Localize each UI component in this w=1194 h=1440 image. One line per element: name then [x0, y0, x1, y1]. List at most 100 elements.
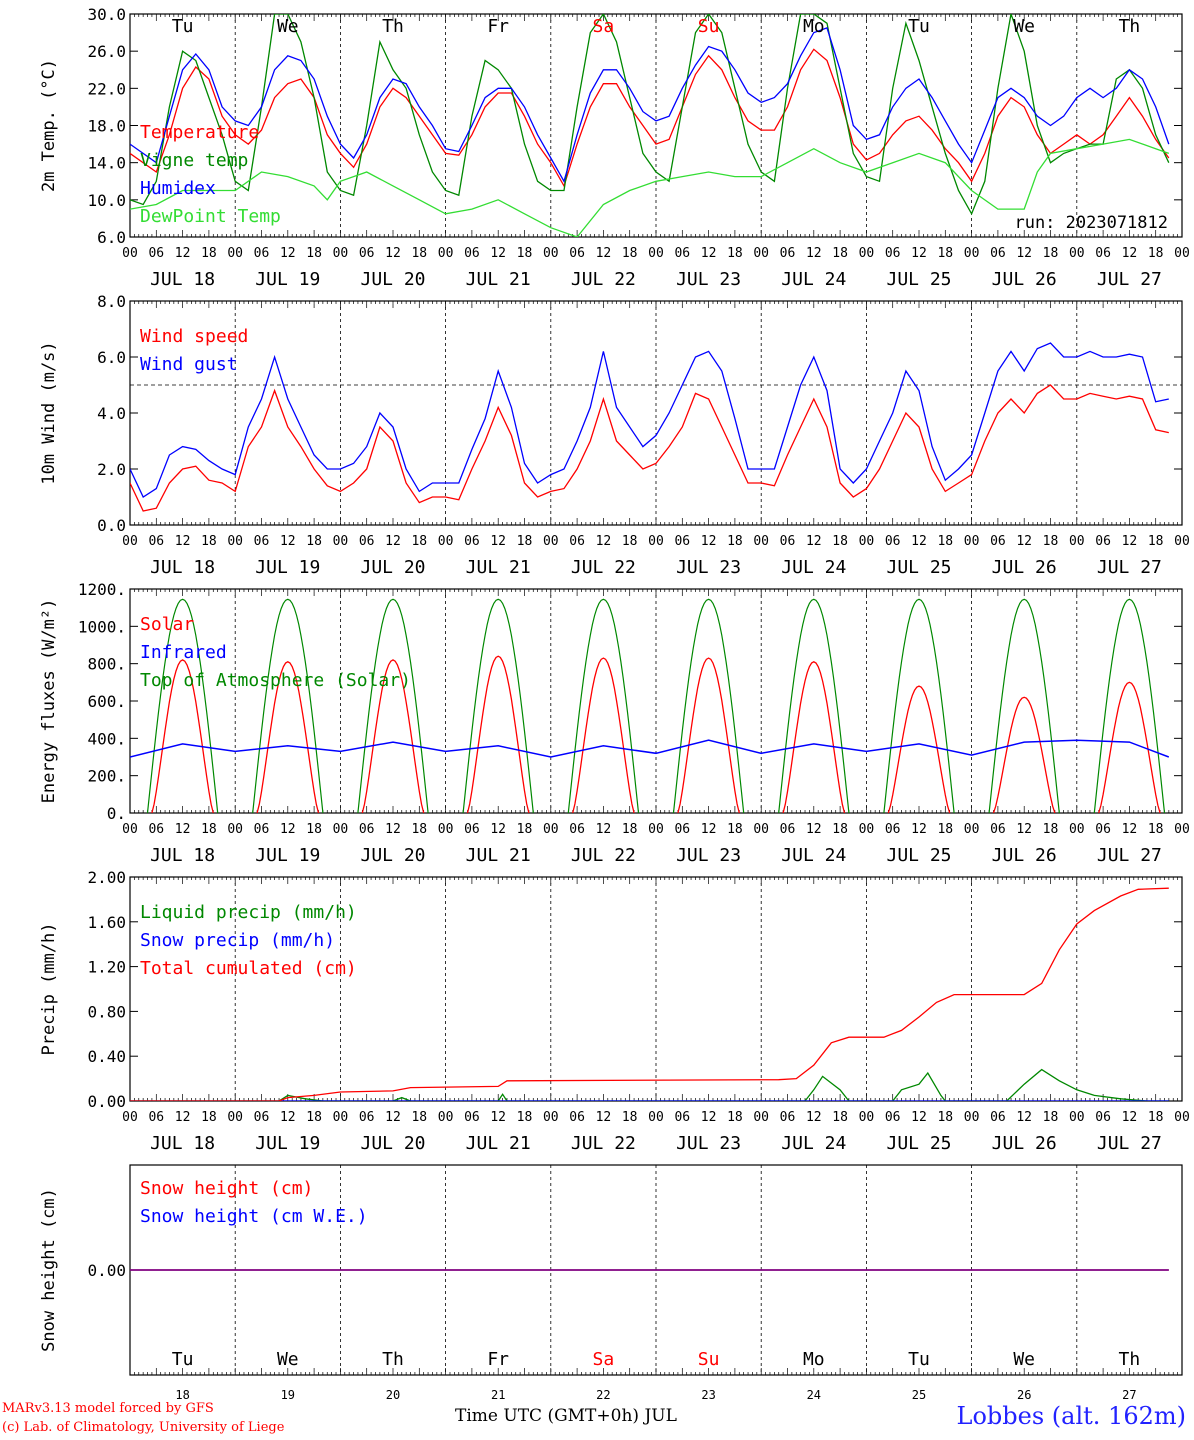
hour-tick-label: 06 [885, 246, 901, 261]
weekday-label: We [1013, 1349, 1035, 1370]
hour-tick-label: 12 [175, 246, 191, 261]
hour-tick-label: 06 [148, 822, 164, 837]
hour-tick-label: 18 [201, 1110, 217, 1125]
series-line [130, 887, 1169, 1101]
hour-tick-label: 00 [753, 534, 769, 549]
hour-tick-label: 18 [1148, 246, 1164, 261]
day-number-label: 19 [281, 1388, 295, 1402]
y-tick-label: 1200. [78, 580, 126, 599]
hour-tick-label: 00 [333, 822, 349, 837]
legend-entry: DewPoint Temp [140, 206, 281, 227]
hour-tick-label: 06 [254, 246, 270, 261]
hour-tick-label: 00 [964, 822, 980, 837]
hour-tick-label: 12 [175, 1110, 191, 1125]
y-tick-label: 26.0 [87, 42, 126, 61]
hour-tick-label: 06 [780, 1110, 796, 1125]
date-label: JUL 25 [886, 557, 951, 578]
toa-arc [883, 598, 955, 813]
hour-tick-label: 00 [859, 246, 875, 261]
run-label: run: 2023071812 [1014, 213, 1168, 233]
hour-tick-label: 06 [674, 246, 690, 261]
date-label: JUL 26 [992, 1133, 1057, 1154]
y-axis-label: 2m Temp. (°C) [39, 59, 59, 192]
legend-entry: Wind gust [140, 354, 238, 375]
x-axis-title: Time UTC (GMT+0h) JUL [455, 1406, 677, 1426]
y-axis-label: Snow height (cm) [39, 1188, 59, 1352]
weekday-label: Th [382, 1349, 404, 1370]
hour-tick-label: 18 [411, 246, 427, 261]
date-label: JUL 26 [992, 269, 1057, 290]
toa-arc [567, 598, 640, 813]
y-tick-label: 22.0 [87, 79, 126, 98]
hour-tick-label: 06 [780, 822, 796, 837]
hour-tick-label: 06 [254, 534, 270, 549]
y-tick-label: 1000. [78, 617, 126, 636]
day-number-label: 21 [491, 1388, 505, 1402]
hour-tick-label: 12 [280, 534, 296, 549]
hour-tick-label: 00 [543, 246, 559, 261]
solar-arc [361, 659, 425, 813]
hour-tick-label: 18 [201, 822, 217, 837]
hour-tick-label: 18 [517, 534, 533, 549]
hour-tick-label: 00 [227, 534, 243, 549]
solar-arc [677, 657, 740, 813]
hour-tick-label: 18 [622, 822, 638, 837]
hour-tick-label: 18 [306, 246, 322, 261]
hour-tick-label: 12 [490, 534, 506, 549]
y-tick-label: 0.00 [87, 1261, 126, 1280]
weekday-label: Mo [803, 16, 825, 37]
hour-tick-label: 12 [911, 1110, 927, 1125]
date-label: JUL 27 [1097, 1133, 1162, 1154]
panel-3: 0. 200. 400. 600. 800. 1000. 1200. Energy fluxe… [39, 580, 1190, 866]
station-name: Lobbes (alt. 162m) [956, 1402, 1186, 1430]
hour-tick-label: 18 [201, 534, 217, 549]
date-label: JUL 27 [1097, 845, 1162, 866]
date-label: JUL 19 [255, 557, 320, 578]
panel-1: 6.0 10.0 14.0 18.0 22.0 26.0 30.0 2m Temp. (°C)… [39, 5, 1190, 290]
hour-tick-label: 18 [1148, 534, 1164, 549]
hour-tick-label: 00 [333, 534, 349, 549]
hour-tick-label: 00 [122, 1110, 138, 1125]
hour-tick-label: 06 [359, 246, 375, 261]
hour-tick-label: 00 [753, 246, 769, 261]
hour-tick-label: 12 [806, 1110, 822, 1125]
weekday-label: Su [698, 1349, 720, 1370]
date-label: JUL 21 [466, 845, 531, 866]
hour-tick-label: 00 [859, 534, 875, 549]
y-axis-label: Precip (mm/h) [39, 922, 59, 1055]
hour-tick-label: 18 [937, 822, 953, 837]
day-number-label: 23 [701, 1388, 715, 1402]
date-label: JUL 20 [360, 1133, 425, 1154]
hour-tick-label: 06 [359, 822, 375, 837]
hour-tick-label: 12 [1016, 246, 1032, 261]
legend-entry: Infrared [140, 642, 227, 663]
date-label: JUL 20 [360, 845, 425, 866]
hour-tick-label: 18 [832, 534, 848, 549]
hour-tick-label: 00 [1174, 1110, 1190, 1125]
day-number-label: 25 [912, 1388, 926, 1402]
hour-tick-label: 00 [227, 246, 243, 261]
toa-arc [778, 598, 850, 813]
date-label: JUL 26 [992, 557, 1057, 578]
panel-2: 0.0 2.0 4.0 6.0 8.0 10m Wind (m/s) 00 06 12 18 JUL… [39, 292, 1190, 578]
solar-arc [151, 659, 214, 813]
plot-frame [129, 588, 1183, 814]
y-tick-label: 0. [107, 804, 126, 823]
hour-tick-label: 12 [385, 534, 401, 549]
lab-credit: (c) Lab. of Climatology, University of L… [2, 1420, 285, 1435]
hour-tick-label: 18 [727, 822, 743, 837]
hour-tick-label: 06 [464, 822, 480, 837]
legend-entry: Total cumulated (cm) [140, 958, 357, 979]
hour-tick-label: 18 [622, 246, 638, 261]
hour-tick-label: 12 [596, 1110, 612, 1125]
legend-entry: Snow precip (mm/h) [140, 930, 335, 951]
toa-arc [1093, 598, 1166, 813]
hour-tick-label: 18 [306, 1110, 322, 1125]
hour-tick-label: 12 [911, 246, 927, 261]
hour-tick-label: 00 [648, 534, 664, 549]
date-label: JUL 23 [676, 845, 741, 866]
hour-tick-label: 06 [674, 1110, 690, 1125]
date-label: JUL 19 [255, 1133, 320, 1154]
legend-entry: Vigne temp [140, 150, 248, 171]
hour-tick-label: 00 [438, 822, 454, 837]
